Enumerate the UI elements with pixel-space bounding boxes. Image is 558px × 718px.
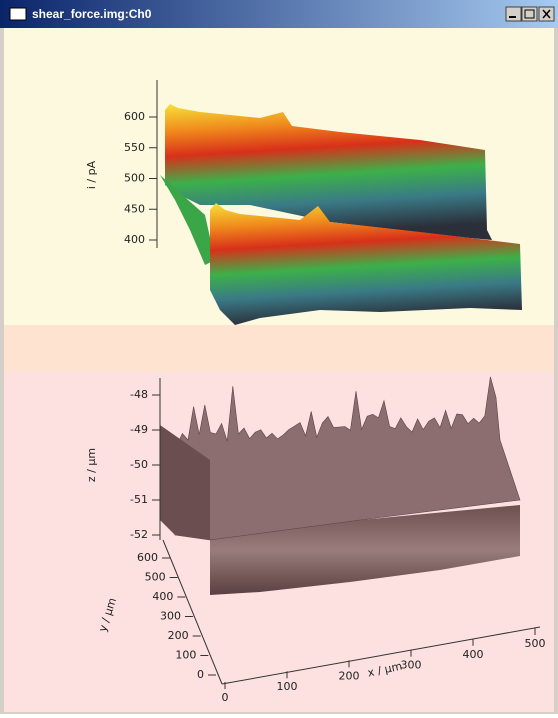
- surface-back: [165, 104, 492, 240]
- tick-label: 300: [401, 659, 422, 672]
- tick-label: 500: [124, 172, 145, 185]
- topography-surface: [159, 376, 521, 595]
- window-title: shear_force.img:Ch0: [32, 7, 152, 21]
- tick-label: -52: [130, 528, 148, 541]
- middle-band: [4, 325, 554, 372]
- tick-label: 600: [124, 110, 145, 123]
- tick-label: 0: [197, 668, 204, 681]
- minimize-button[interactable]: [505, 6, 522, 22]
- tick-label: 0: [222, 691, 229, 704]
- tick-label: -48: [130, 388, 148, 401]
- window-buttons[interactable]: [505, 6, 555, 22]
- tick-label: 500: [525, 637, 546, 650]
- tick-label: 100: [175, 649, 196, 662]
- maximize-button[interactable]: [521, 6, 538, 22]
- maximize-icon: [524, 9, 535, 19]
- close-icon: [542, 9, 551, 19]
- tick-label: 100: [277, 680, 298, 693]
- surface-top: [159, 376, 521, 541]
- axis-label: i / pA: [85, 160, 98, 189]
- surface-front: [210, 203, 522, 325]
- tick-label: -49: [130, 423, 148, 436]
- surface-edge: [160, 175, 215, 265]
- tick-label: -50: [130, 458, 148, 471]
- current-surface: [160, 104, 522, 325]
- surface-side: [160, 425, 210, 540]
- tick-label: 550: [124, 141, 145, 154]
- tick-label: -51: [130, 493, 148, 506]
- tick-label: 300: [160, 610, 181, 623]
- axis-line: [221, 626, 541, 685]
- axis-label: z / µm: [85, 448, 98, 482]
- axis-line: [162, 539, 223, 685]
- tick-label: 500: [145, 571, 166, 584]
- tick-label: 200: [339, 669, 360, 682]
- axes: 600 550 500 450 400 i / pA -48 -49 -50 -51 -52 z / …: [85, 80, 546, 704]
- title-bar: [0, 0, 558, 28]
- tick-label: 400: [152, 590, 173, 603]
- tick-label: 450: [124, 202, 145, 215]
- app-icon: [9, 7, 27, 21]
- tick-label: 400: [124, 233, 145, 246]
- tick-label: 400: [463, 648, 484, 661]
- tick-label: 600: [137, 551, 158, 564]
- tick-label: 200: [168, 629, 189, 642]
